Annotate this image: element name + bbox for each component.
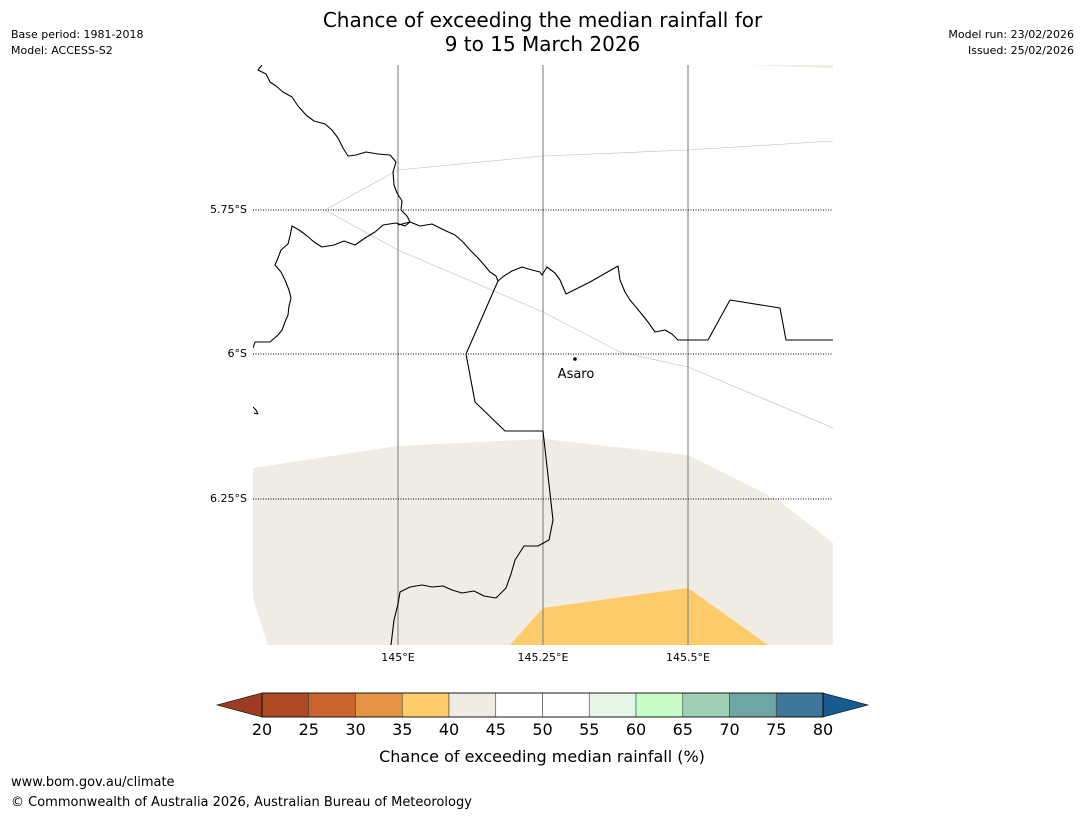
- issued-text: Issued: 25/02/2026: [967, 44, 1074, 57]
- colorbar-segment: [308, 692, 356, 718]
- colorbar-tick-label: 45: [486, 720, 506, 739]
- parallels: [253, 209, 833, 500]
- colorbar-segment: [355, 692, 403, 718]
- colorbar-tick-label: 30: [345, 720, 365, 739]
- map-title-line-2: 9 to 15 March 2026: [444, 32, 641, 56]
- lon-tick-label: 145°E: [381, 651, 414, 664]
- colorbar-ticks: 20 25 30 35 40 45 50 55 60 65 70 75 80: [252, 720, 833, 739]
- colorbar-tick-label: 60: [626, 720, 646, 739]
- asaro-marker: [573, 357, 577, 361]
- colorbar-extend-high: [822, 692, 870, 718]
- meridians: [397, 65, 689, 645]
- colorbar-extend-low: [215, 692, 263, 718]
- base-period-text: Base period: 1981-2018: [11, 28, 144, 41]
- map-title-line-1: Chance of exceeding the median rainfall …: [322, 8, 763, 32]
- colorbar-segment: [401, 692, 450, 718]
- colorbar-tick-label: 70: [719, 720, 739, 739]
- axis-ticks: 5.75°S 6°S 6.25°S 145°E 145.25°E 145.5°E: [210, 203, 710, 664]
- colorbar-tick-label: 55: [579, 720, 599, 739]
- lon-tick-label: 145.5°E: [666, 651, 710, 664]
- lon-tick-label: 145.25°E: [518, 651, 569, 664]
- colorbar-segment: [542, 692, 590, 718]
- footer-copyright: © Commonwealth of Australia 2026, Austra…: [11, 795, 472, 810]
- colorbar-segment: [729, 692, 777, 718]
- lat-tick-label: 6°S: [228, 347, 247, 360]
- colorbar-segment: [261, 692, 310, 718]
- colorbar-label: Chance of exceeding median rainfall (%): [379, 747, 705, 766]
- lat-tick-label: 6.25°S: [210, 492, 247, 505]
- probability-band-sliver: [745, 65, 833, 68]
- colorbar-segment: [682, 692, 730, 718]
- model-run-text: Model run: 23/02/2026: [948, 28, 1074, 41]
- colorbar-segment: [448, 692, 497, 718]
- colorbar-tick-label: 35: [392, 720, 412, 739]
- colorbar-tick-label: 25: [299, 720, 319, 739]
- colorbar: [215, 692, 870, 718]
- probability-band-35-40: [510, 588, 768, 645]
- colorbar-segment: [588, 692, 637, 718]
- colorbar-tick-label: 50: [532, 720, 552, 739]
- colorbar-segment: [775, 692, 824, 718]
- place-label-asaro: Asaro: [558, 367, 595, 382]
- colorbar-outline: [261, 692, 824, 718]
- colorbar-segment: [495, 692, 543, 718]
- lat-tick-label: 5.75°S: [210, 203, 247, 216]
- map-area: Asaro: [253, 65, 833, 645]
- colorbar-tick-label: 40: [439, 720, 459, 739]
- colorbar-tick-label: 65: [673, 720, 693, 739]
- colorbar-segment: [635, 692, 684, 718]
- model-text: Model: ACCESS-S2: [11, 44, 113, 57]
- colorbar-tick-label: 20: [252, 720, 272, 739]
- colorbar-tick-label: 75: [766, 720, 786, 739]
- province-boundaries: [253, 65, 833, 645]
- footer-url[interactable]: www.bom.gov.au/climate: [11, 775, 175, 790]
- colorbar-tick-label: 80: [813, 720, 833, 739]
